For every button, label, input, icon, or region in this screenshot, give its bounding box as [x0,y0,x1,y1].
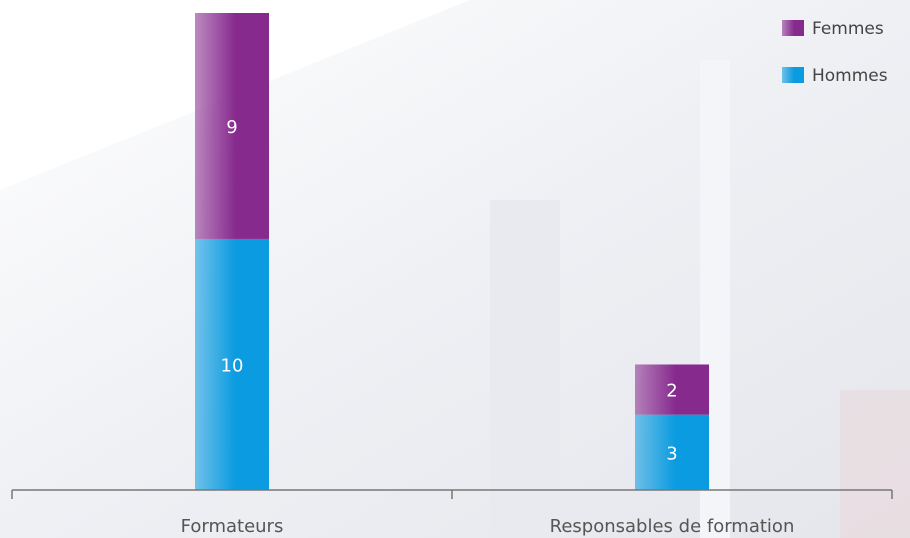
background-panel [840,390,910,538]
x-tick-label: Responsables de formation [550,516,795,537]
data-label: 10 [221,355,244,376]
data-label: 3 [666,443,677,464]
legend-swatch [782,67,804,83]
legend-label: Hommes [812,66,888,86]
bar-segment [195,13,269,239]
background-panel [490,200,560,538]
x-tick-label: Formateurs [181,516,284,537]
data-label: 2 [666,381,677,402]
bar-segment [635,414,709,490]
bar-segment [195,238,269,490]
bar-segment [635,364,709,415]
data-label: 9 [226,117,237,138]
legend-swatch [782,20,804,36]
legend-label: Femmes [812,19,884,39]
